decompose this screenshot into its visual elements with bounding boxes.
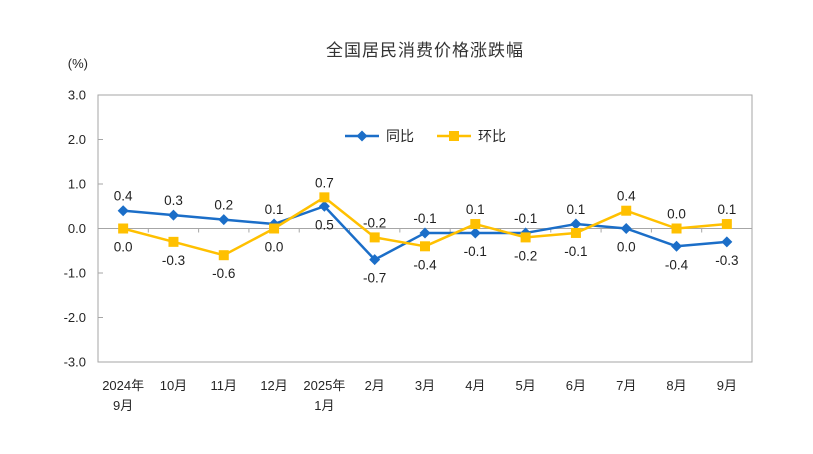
x-category-label: 3月: [415, 378, 435, 393]
data-label: 0.2: [214, 198, 233, 213]
y-tick-label: -2.0: [64, 310, 86, 325]
x-category-label: 12月: [260, 378, 287, 393]
data-label: 0.0: [114, 240, 133, 255]
x-category-label: 9月: [113, 398, 133, 413]
chart-title: 全国居民消费价格涨跌幅: [326, 41, 524, 60]
y-tick-label: 0.0: [68, 221, 86, 236]
legend-label-huanbi: 环比: [478, 128, 506, 144]
x-category-label: 1月: [314, 398, 334, 413]
data-point-marker: [117, 205, 129, 217]
x-category-label: 11月: [211, 378, 238, 393]
data-label: 0.1: [717, 202, 736, 217]
data-label: -0.4: [413, 257, 437, 272]
data-point-marker: [369, 232, 380, 243]
data-point-marker: [620, 223, 632, 234]
x-category-label: 2024年: [102, 378, 144, 393]
data-point-marker: [621, 205, 632, 216]
legend-label-tongbi: 同比: [386, 128, 414, 144]
data-label: 0.4: [114, 189, 133, 204]
legend-item-tongbi: 同比: [344, 126, 414, 146]
data-label: -0.3: [162, 253, 185, 268]
y-tick-label: -3.0: [64, 355, 86, 370]
data-label: 0.1: [466, 202, 485, 217]
data-label: -0.1: [514, 211, 537, 226]
y-axis-unit-label: (%): [67, 56, 88, 71]
x-category-label: 8月: [666, 378, 686, 393]
data-point-marker: [218, 214, 230, 226]
data-point-marker: [420, 241, 430, 252]
data-label: 0.0: [617, 240, 636, 255]
legend-item-huanbi: 环比: [436, 126, 506, 146]
data-label: -0.1: [413, 211, 436, 226]
legend-line-diamond-icon: [345, 130, 379, 142]
legend-line-square-icon: [437, 131, 471, 141]
data-label: 0.1: [567, 202, 586, 217]
data-label: -0.3: [715, 253, 738, 268]
data-point-marker: [671, 223, 682, 234]
x-category-label: 10月: [160, 378, 187, 393]
data-label: 0.7: [315, 175, 334, 190]
data-point-marker: [269, 223, 280, 234]
data-point-marker: [319, 192, 330, 203]
x-category-label: 6月: [566, 378, 586, 393]
legend: 同比 环比: [98, 126, 752, 146]
data-label: 0.5: [315, 217, 334, 232]
data-point-marker: [419, 227, 431, 239]
data-point-marker: [520, 232, 531, 243]
data-label: -0.4: [665, 257, 689, 272]
data-point-marker: [218, 250, 229, 261]
x-category-label: 9月: [717, 378, 737, 393]
data-label: 0.0: [667, 207, 686, 222]
data-point-marker: [570, 227, 581, 238]
data-point-marker: [721, 219, 732, 230]
data-point-marker: [167, 209, 179, 221]
data-point-marker: [168, 236, 179, 247]
data-label: -0.1: [564, 244, 587, 259]
data-point-marker: [470, 219, 481, 230]
data-label: 0.1: [265, 202, 284, 217]
data-point-marker: [118, 223, 129, 234]
x-category-label: 5月: [515, 378, 535, 393]
data-label: 0.0: [265, 240, 284, 255]
y-tick-label: -1.0: [64, 266, 86, 281]
data-label: -0.7: [363, 271, 386, 286]
data-point-marker: [570, 218, 582, 230]
data-label: -0.2: [363, 215, 386, 230]
data-label: -0.2: [514, 248, 537, 263]
x-category-label: 2025年: [303, 378, 345, 393]
data-point-marker: [671, 240, 683, 252]
x-category-label: 2月: [365, 378, 385, 393]
data-point-marker: [369, 254, 381, 266]
data-point-marker: [318, 200, 330, 212]
data-point-marker: [469, 227, 481, 239]
y-tick-label: 2.0: [68, 132, 86, 147]
data-label: -0.1: [464, 244, 487, 259]
x-category-label: 4月: [465, 378, 485, 393]
data-point-marker: [721, 236, 733, 248]
y-tick-label: 3.0: [68, 88, 86, 103]
data-label: -0.6: [212, 266, 235, 281]
data-label: 0.4: [617, 189, 636, 204]
x-category-label: 7月: [616, 378, 636, 393]
data-label: 0.3: [164, 193, 183, 208]
y-tick-label: 1.0: [68, 177, 86, 192]
